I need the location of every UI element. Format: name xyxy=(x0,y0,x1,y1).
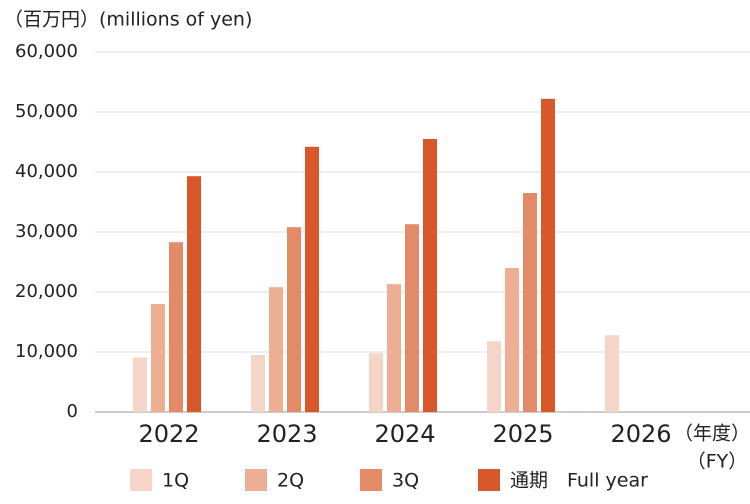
legend-label: 2Q xyxy=(277,470,304,492)
bar xyxy=(405,224,419,412)
bar xyxy=(251,355,265,412)
x-tick-label: 2024 xyxy=(374,420,435,448)
bar xyxy=(423,139,437,412)
y-tick-label: 10,000 xyxy=(15,341,78,362)
bar xyxy=(269,287,283,412)
bar xyxy=(187,176,201,412)
y-tick-label: 20,000 xyxy=(15,281,78,302)
legend-swatch xyxy=(360,469,382,491)
bar xyxy=(605,335,619,412)
bar xyxy=(505,268,519,412)
bar xyxy=(133,357,147,412)
y-tick-label: 0 xyxy=(67,401,78,422)
bar xyxy=(387,284,401,412)
bar xyxy=(541,98,555,413)
bar xyxy=(305,146,319,413)
x-tick-label: 2022 xyxy=(138,420,199,448)
bar xyxy=(487,341,501,412)
x-tick-label: 2025 xyxy=(492,420,553,448)
y-tick-label: 30,000 xyxy=(15,221,78,242)
bar xyxy=(523,193,537,412)
x-axis-label: （年度） xyxy=(674,423,750,445)
legend-swatch xyxy=(478,469,500,491)
legend-label: 3Q xyxy=(392,470,419,492)
x-axis-label-en: （FY） xyxy=(687,451,748,473)
y-tick-label: 60,000 xyxy=(15,41,78,62)
bar xyxy=(287,227,301,412)
y-tick-label: 40,000 xyxy=(15,161,78,182)
bar xyxy=(151,304,165,412)
x-tick-label: 2023 xyxy=(256,420,317,448)
chart-title: （百万円）(millions of yen) xyxy=(4,9,252,31)
bar xyxy=(369,353,383,412)
legend-label: 通期 Full year xyxy=(510,470,648,492)
x-tick-label: 2026 xyxy=(610,420,671,448)
legend-swatch xyxy=(245,469,267,491)
y-tick-label: 50,000 xyxy=(15,101,78,122)
legend-label: 1Q xyxy=(162,470,189,492)
legend-swatch xyxy=(130,469,152,491)
bar xyxy=(169,242,183,412)
